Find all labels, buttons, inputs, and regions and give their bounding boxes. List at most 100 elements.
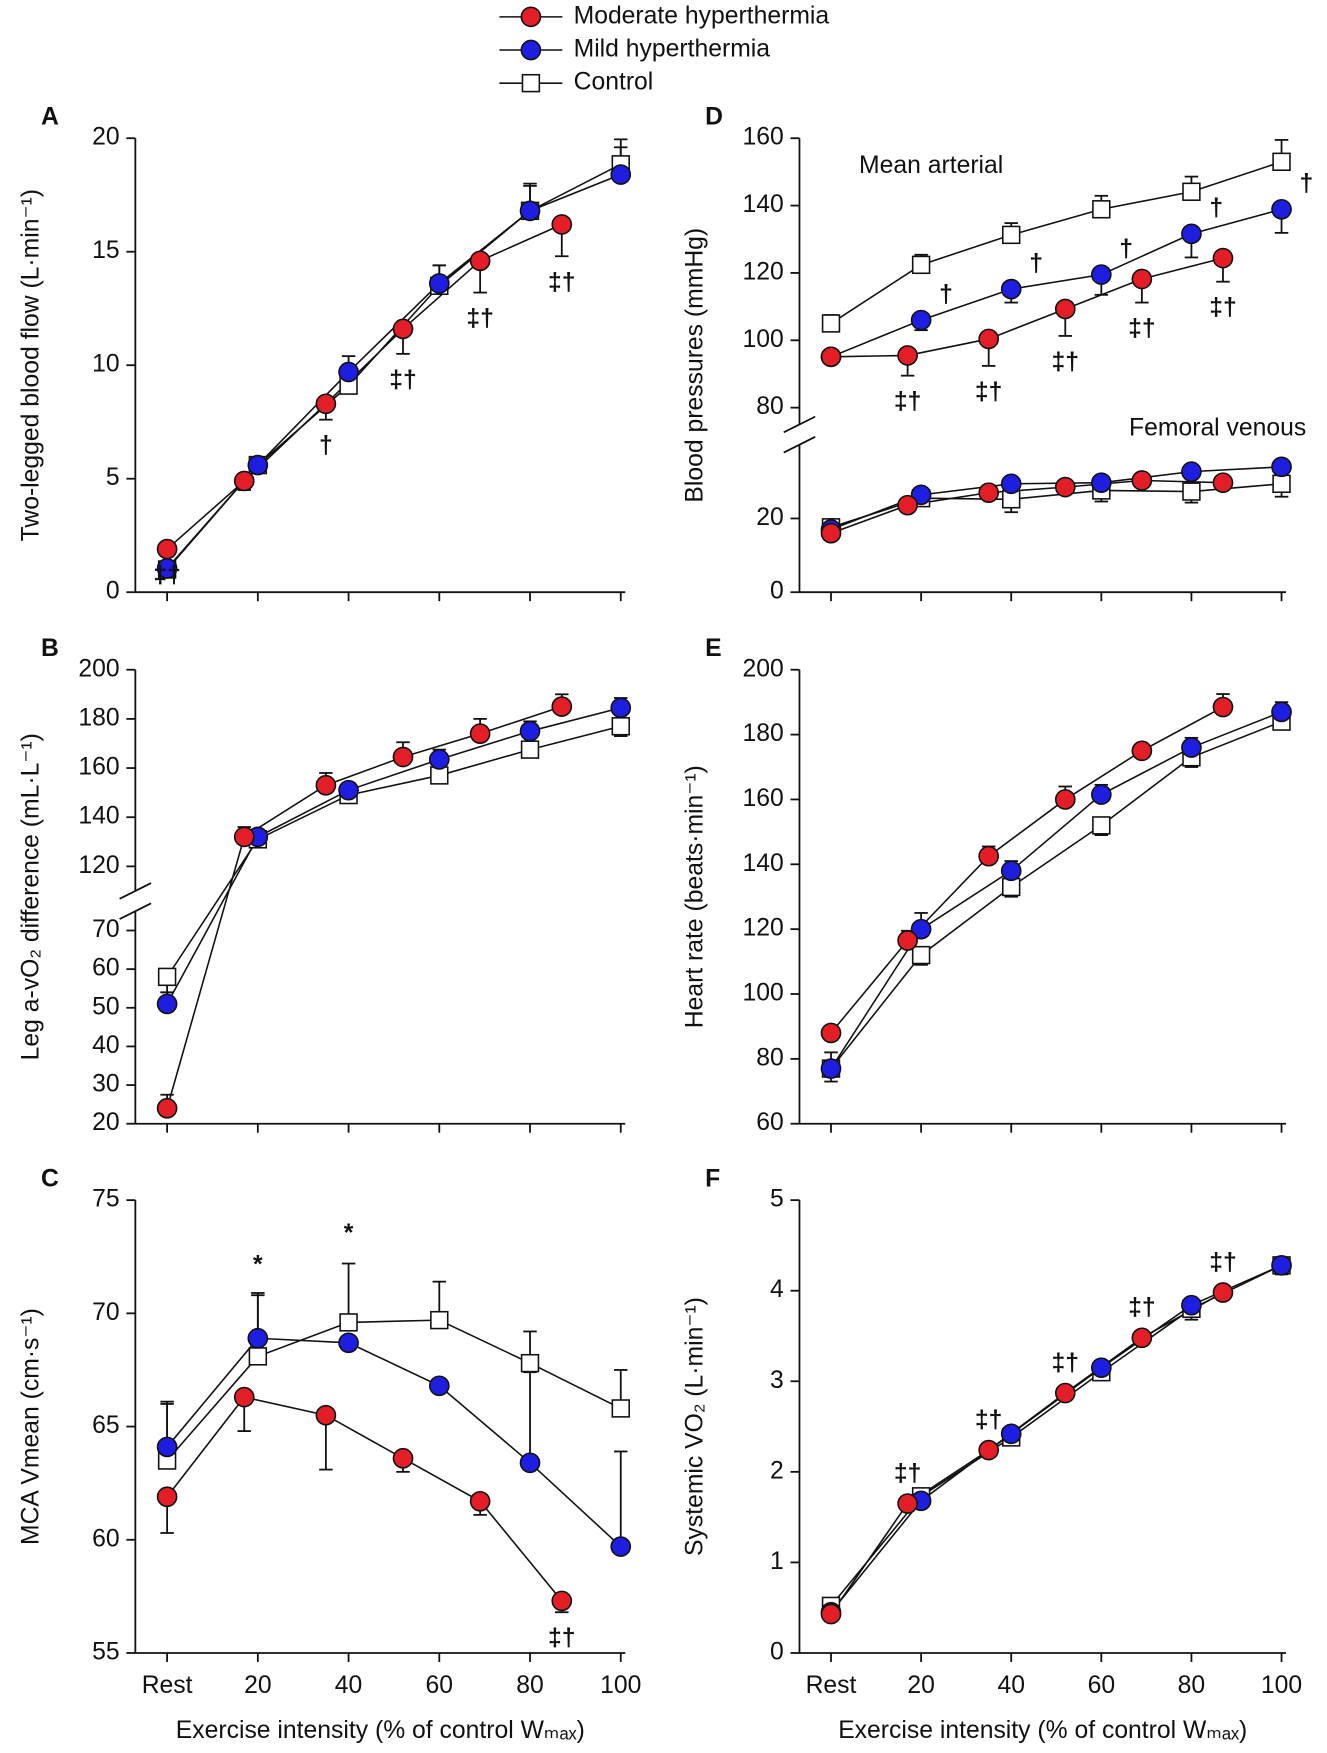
y-tick-label: 40 xyxy=(92,1032,120,1059)
marker-circle xyxy=(156,1436,178,1458)
marker-circle xyxy=(610,1536,632,1557)
significance-label: † xyxy=(1300,170,1314,197)
axis-break xyxy=(783,415,816,434)
marker-circle xyxy=(1181,1294,1202,1316)
axis-break xyxy=(119,882,152,900)
marker-circle xyxy=(897,1493,918,1514)
marker-square xyxy=(1272,152,1291,172)
series-line xyxy=(830,1264,1282,1613)
marker-square xyxy=(1272,474,1291,494)
marker-circle xyxy=(551,214,573,235)
significance-label: ‡† xyxy=(894,1460,922,1487)
marker-square xyxy=(1002,225,1021,245)
marker-circle xyxy=(520,6,542,28)
marker-square xyxy=(611,717,630,736)
marker-circle xyxy=(469,723,491,744)
y-tick-label: 80 xyxy=(756,393,784,420)
y-tick-label: 120 xyxy=(742,915,783,942)
y-tick-label: 60 xyxy=(92,955,120,982)
marker-circle xyxy=(1000,278,1022,300)
marker-circle xyxy=(338,1332,359,1354)
y-tick-label: 140 xyxy=(78,803,119,830)
x-tick-label: 80 xyxy=(516,1672,544,1699)
y-tick-label: 50 xyxy=(92,993,120,1020)
marker-square xyxy=(248,1347,268,1366)
marker-circle xyxy=(1090,264,1112,285)
x-tick-label: 20 xyxy=(907,1672,935,1699)
legend-label: Mild hyperthermia xyxy=(574,36,771,63)
marker-circle xyxy=(1000,473,1022,495)
y-tick-label: 5 xyxy=(106,464,120,491)
marker-square xyxy=(157,967,177,987)
marker-circle xyxy=(1090,1357,1112,1379)
y-tick-label: 200 xyxy=(78,655,119,682)
marker-circle xyxy=(428,273,450,294)
marker-circle xyxy=(315,774,337,796)
significance-label: * xyxy=(253,1252,263,1279)
y-tick-label: 60 xyxy=(756,1109,784,1136)
y-tick-label: 20 xyxy=(756,504,784,531)
y-tick-label: 10 xyxy=(92,351,120,378)
marker-circle xyxy=(315,1404,337,1426)
series-line xyxy=(166,707,621,1005)
significance-label: † xyxy=(939,281,953,308)
y-tick-label: 0 xyxy=(770,1639,784,1666)
series-line xyxy=(830,208,1282,358)
significance-label: ‡† xyxy=(894,388,922,415)
marker-circle xyxy=(910,918,932,940)
panel-letter: C xyxy=(41,1165,59,1192)
significance-label: ‡† xyxy=(1052,348,1080,375)
y-tick-label: 120 xyxy=(742,258,783,285)
marker-circle xyxy=(338,779,359,801)
marker-circle xyxy=(1054,298,1076,320)
y-tick-label: 30 xyxy=(92,1071,120,1098)
significance-label: ‡† xyxy=(548,269,576,296)
series-group-label: Mean arterial xyxy=(859,152,1003,179)
legend-label: Moderate hyperthermia xyxy=(574,2,830,29)
x-tick-label: 60 xyxy=(426,1672,453,1699)
y-tick-label: 20 xyxy=(92,1109,120,1136)
marker-circle xyxy=(392,318,414,340)
significance-label: ‡† xyxy=(1128,1294,1156,1321)
y-tick-label: 100 xyxy=(742,326,783,353)
series-line xyxy=(830,1264,1282,1607)
y-tick-label: 180 xyxy=(78,704,119,731)
x-axis-label: Exercise intensity (% of control Wₘₐₓ) xyxy=(176,1717,585,1744)
marker-circle xyxy=(519,1452,541,1474)
y-tick-label: 3 xyxy=(770,1367,784,1394)
series-line xyxy=(830,711,1282,1070)
y-tick-label: 1 xyxy=(770,1548,784,1575)
x-tick-label: 100 xyxy=(1261,1672,1302,1699)
y-tick-label: 60 xyxy=(92,1525,120,1552)
marker-circle xyxy=(551,696,573,717)
marker-circle xyxy=(1181,461,1202,482)
marker-circle xyxy=(1181,223,1202,245)
y-tick-label: 80 xyxy=(756,1044,784,1071)
marker-circle xyxy=(428,1375,450,1397)
y-axis-label: MCA Vmean (cm·s⁻¹) xyxy=(18,1308,45,1545)
y-tick-label: 55 xyxy=(92,1639,120,1666)
y-axis-label: Leg a-vO₂ difference (mL·L⁻¹) xyxy=(18,733,45,1060)
marker-square xyxy=(1182,482,1201,501)
x-tick-label: Rest xyxy=(806,1672,857,1699)
error-bar xyxy=(341,1262,356,1323)
significance-label: † xyxy=(1029,250,1043,277)
significance-label: ‡† xyxy=(389,366,416,393)
marker-circle xyxy=(1131,470,1153,491)
marker-circle xyxy=(978,1439,1000,1461)
axis-break xyxy=(783,436,816,454)
y-tick-label: 15 xyxy=(92,237,120,264)
series-line xyxy=(166,223,563,550)
y-axis-label: Heart rate (beats·min⁻¹) xyxy=(682,765,709,1028)
marker-circle xyxy=(156,1097,178,1119)
marker-circle xyxy=(1271,1255,1292,1276)
series-line xyxy=(166,1319,622,1462)
significance-label: ‡† xyxy=(975,378,1003,405)
marker-square xyxy=(339,1313,358,1332)
y-tick-label: 0 xyxy=(106,578,120,605)
marker-circle xyxy=(1054,1382,1076,1404)
y-tick-label: 180 xyxy=(742,720,783,747)
marker-circle xyxy=(820,1603,842,1625)
series-line xyxy=(830,466,1282,531)
significance-label: * xyxy=(344,1220,354,1247)
